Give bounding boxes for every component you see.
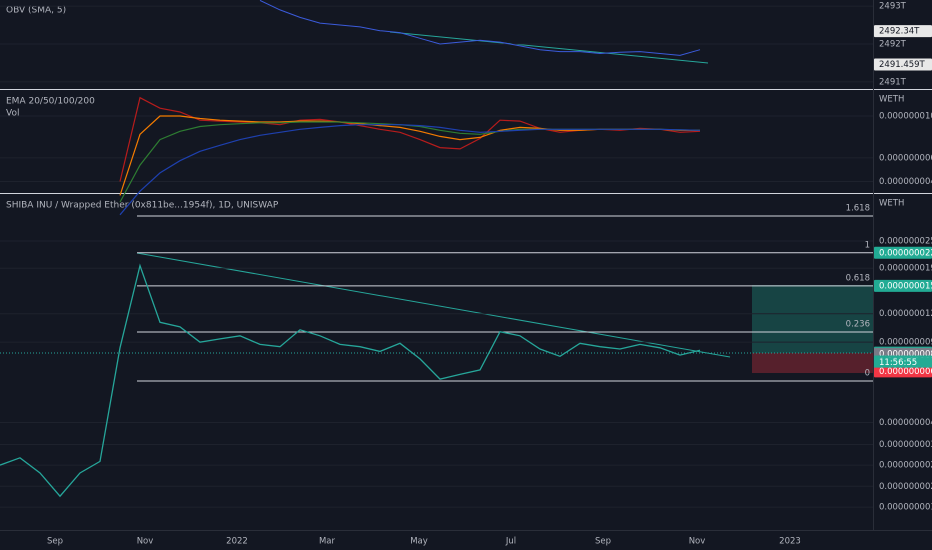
long-position-profit bbox=[752, 285, 873, 353]
price-badge bbox=[874, 365, 932, 378]
price-tick-label: 0.0000000120 bbox=[879, 309, 932, 319]
price-line bbox=[0, 263, 701, 498]
price-badge bbox=[874, 279, 932, 292]
price-badge-label: 0.0000000222 bbox=[879, 248, 932, 258]
long-position-loss bbox=[752, 353, 873, 373]
price-badge bbox=[874, 58, 932, 71]
fib-level-label: 0.618 bbox=[846, 273, 870, 283]
time-label: 2023 bbox=[779, 537, 801, 547]
price-tick-label: 0.0000000190 bbox=[879, 264, 932, 274]
price-badge-label: 2491.459T bbox=[879, 60, 926, 70]
time-label: Sep bbox=[47, 537, 63, 547]
ema-currency: WETH bbox=[879, 95, 904, 105]
obv-label: OBV (SMA, 5) bbox=[6, 6, 66, 16]
fib-level-label: 1.618 bbox=[846, 203, 870, 213]
price-tick-label: 0.0000000017 bbox=[879, 503, 932, 513]
price-tick-label: 2493T bbox=[879, 2, 907, 12]
fib-level-label: 0.236 bbox=[846, 320, 870, 330]
price-tick-label: 2492T bbox=[879, 40, 907, 50]
time-label: Nov bbox=[689, 537, 706, 547]
time-label: 2022 bbox=[226, 537, 248, 547]
price-tick-label: 2491T bbox=[879, 77, 907, 87]
fib-level-label: 0 bbox=[865, 369, 870, 379]
time-label: Nov bbox=[137, 537, 154, 547]
trend-line bbox=[136, 252, 731, 358]
countdown-bg bbox=[874, 357, 932, 368]
main-currency: WETH bbox=[879, 199, 904, 209]
time-label: May bbox=[410, 537, 428, 547]
obv-line bbox=[259, 0, 701, 56]
vol-label: Vol bbox=[6, 109, 19, 119]
price-badge-label: 0.0000000080 bbox=[879, 349, 932, 359]
price-badge-label: 0.0000000159 bbox=[879, 281, 932, 291]
price-badge-label: 2492.34T bbox=[879, 27, 920, 37]
fib-level-label: 1 bbox=[865, 240, 870, 250]
price-badge bbox=[874, 25, 932, 38]
price-tick-label: 0.0000000100 bbox=[879, 112, 932, 122]
price-tick-label: 0.0000000250 bbox=[879, 237, 932, 247]
price-tick-label: 0.0000000032 bbox=[879, 440, 932, 450]
price-tick-label: 0.0000000021 bbox=[879, 482, 932, 492]
ema-line bbox=[119, 124, 701, 216]
time-label: Sep bbox=[595, 537, 611, 547]
price-tick-label: 0.0000000045 bbox=[879, 177, 932, 187]
time-label: Mar bbox=[319, 537, 336, 547]
countdown: 11:56:55 bbox=[879, 358, 917, 368]
price-badge bbox=[874, 246, 932, 259]
price-tick-label: 0.0000000060 bbox=[879, 153, 932, 163]
obv-trend-line bbox=[389, 31, 709, 64]
price-tick-label: 0.0000000026 bbox=[879, 461, 932, 471]
ema-label: EMA 20/50/100/200 bbox=[6, 97, 95, 107]
time-label: Jul bbox=[505, 537, 516, 547]
main-title: SHIBA INU / Wrapped Ether (0x811be...195… bbox=[6, 201, 279, 211]
price-tick-label: 0.0000000090 bbox=[879, 338, 932, 348]
price-badge-label: 0.0000000067 bbox=[879, 367, 932, 377]
price-tick-label: 0.0000000040 bbox=[879, 418, 932, 428]
